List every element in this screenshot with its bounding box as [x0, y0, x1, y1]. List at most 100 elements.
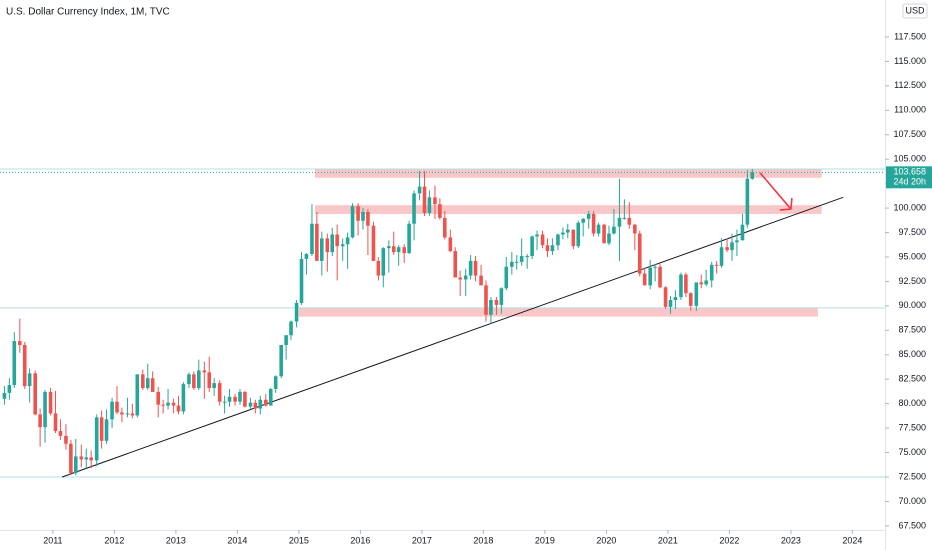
- candle-body: [622, 217, 627, 219]
- trendline: [61, 196, 844, 478]
- candle-body: [150, 378, 155, 392]
- x-tick-label: 2024: [842, 535, 862, 545]
- candle-body: [642, 273, 647, 286]
- candle-body: [550, 245, 555, 252]
- candle-body: [207, 372, 212, 389]
- candle-body: [273, 376, 278, 389]
- candle-body: [607, 233, 611, 244]
- candle-body: [350, 206, 355, 238]
- price-label: 103.658: [893, 167, 926, 177]
- y-tick-label: 105.000: [893, 154, 926, 164]
- candle-body: [463, 275, 468, 280]
- candle-body: [381, 248, 386, 276]
- candle-body: [719, 247, 724, 266]
- candle-body: [679, 274, 683, 298]
- y-tick-label: 95.000: [898, 251, 926, 261]
- x-tick-label: 2014: [227, 535, 247, 545]
- candle-body: [745, 178, 750, 225]
- candle-body: [468, 260, 473, 276]
- candle-body: [212, 383, 216, 389]
- candle-body: [730, 242, 734, 251]
- candle-body: [64, 435, 68, 444]
- candle-body: [33, 373, 37, 415]
- y-tick-label: 82.500: [898, 374, 926, 384]
- candle-body: [442, 217, 447, 238]
- price-label-box: [886, 166, 932, 189]
- candle-body: [69, 443, 73, 474]
- candle-body: [202, 370, 207, 373]
- candle-body: [699, 282, 704, 285]
- candle-body: [412, 193, 416, 224]
- currency-label: USD: [905, 5, 925, 15]
- candle-body: [115, 401, 119, 413]
- candle-body: [22, 344, 27, 387]
- candle-body: [166, 402, 170, 406]
- countdown: 24d 20h: [893, 177, 926, 187]
- y-tick-label: 72.500: [898, 471, 926, 481]
- candle-body: [38, 414, 42, 428]
- candle-body: [407, 223, 411, 254]
- candle-body: [73, 456, 78, 474]
- candle-body: [586, 213, 591, 219]
- y-tick-label: 90.000: [898, 300, 926, 310]
- candle-body: [161, 404, 165, 406]
- candle-body: [12, 341, 17, 386]
- candle-body: [504, 266, 509, 289]
- candle-body: [187, 374, 191, 385]
- y-tick-label: 97.500: [898, 227, 926, 237]
- x-tick-label: 2017: [412, 535, 432, 545]
- candle-body: [596, 224, 601, 234]
- candle-body: [484, 285, 488, 315]
- candle-body: [84, 457, 89, 460]
- candle-body: [684, 274, 688, 294]
- candle-body: [514, 261, 519, 263]
- candle-body: [494, 300, 499, 305]
- candle-body: [704, 280, 708, 285]
- candle-body: [633, 224, 637, 234]
- x-tick-label: 2023: [781, 535, 801, 545]
- candle-body: [48, 391, 53, 414]
- candle-body: [89, 457, 93, 461]
- resistance-zone: [314, 205, 822, 214]
- candle-body: [422, 186, 427, 213]
- candle-body: [356, 206, 360, 221]
- candle-body: [345, 237, 350, 245]
- candle-body: [725, 247, 729, 251]
- x-tick-label: 2011: [43, 535, 62, 545]
- candle-body: [253, 402, 258, 409]
- x-tick-label: 2012: [104, 535, 124, 545]
- candle-body: [479, 275, 483, 286]
- candle-body: [540, 234, 545, 246]
- candle-body: [120, 412, 124, 415]
- candle-body: [217, 383, 222, 402]
- candle-body: [79, 456, 84, 460]
- candle-body: [612, 226, 616, 234]
- candle-body: [181, 384, 186, 412]
- candle-body: [243, 391, 247, 407]
- candle-body: [417, 186, 422, 194]
- candle-body: [489, 300, 493, 315]
- candle-body: [196, 370, 201, 389]
- candle-body: [637, 233, 642, 274]
- candle-body: [340, 244, 345, 247]
- candle-body: [294, 302, 299, 322]
- candle-body: [458, 277, 462, 280]
- candle-body: [258, 399, 263, 409]
- candle-body: [658, 266, 662, 288]
- candle-body: [310, 223, 314, 255]
- candle-body: [750, 172, 755, 179]
- y-tick-label: 92.500: [898, 276, 926, 286]
- candle-body: [171, 402, 176, 406]
- candle-body: [571, 229, 576, 247]
- currency-box: [902, 3, 928, 19]
- candle-body: [125, 413, 130, 415]
- candle-body: [668, 300, 673, 307]
- candle-body: [427, 197, 432, 213]
- candle-body: [268, 388, 273, 406]
- candle-body: [735, 240, 739, 243]
- candle-body: [315, 223, 319, 261]
- candle-body: [325, 238, 330, 253]
- candle-body: [222, 401, 227, 403]
- candle-body: [617, 217, 622, 227]
